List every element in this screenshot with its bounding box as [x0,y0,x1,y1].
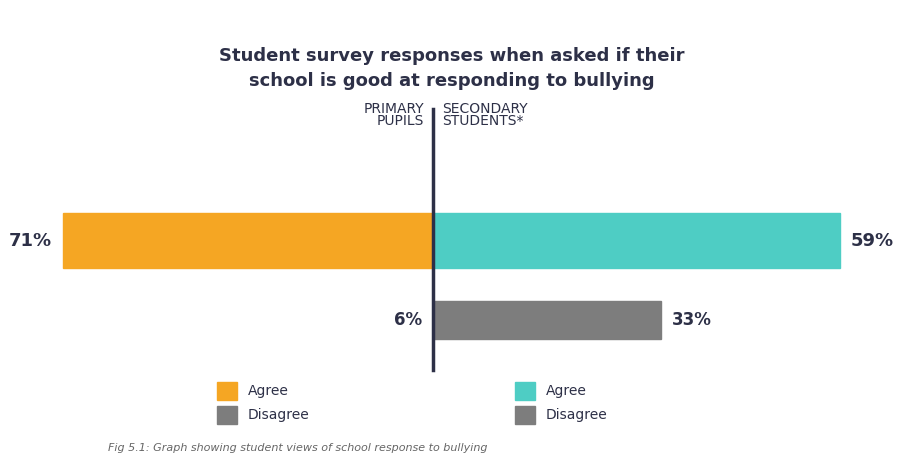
Text: Student survey responses when asked if their
school is good at responding to bul: Student survey responses when asked if t… [218,47,684,91]
Text: Agree: Agree [247,384,288,398]
Text: Disagree: Disagree [247,408,308,422]
Text: 33%: 33% [671,311,711,329]
Text: Agree: Agree [545,384,585,398]
Text: 6%: 6% [394,311,422,329]
Text: 59%: 59% [850,232,893,249]
Text: 71%: 71% [9,232,52,249]
Text: Disagree: Disagree [545,408,606,422]
Text: STUDENTS*: STUDENTS* [442,114,523,128]
Text: SECONDARY: SECONDARY [442,102,528,116]
Text: PRIMARY: PRIMARY [364,102,424,116]
Text: PUPILS: PUPILS [377,114,424,128]
Text: Fig 5.1: Graph showing student views of school response to bullying: Fig 5.1: Graph showing student views of … [108,443,487,453]
